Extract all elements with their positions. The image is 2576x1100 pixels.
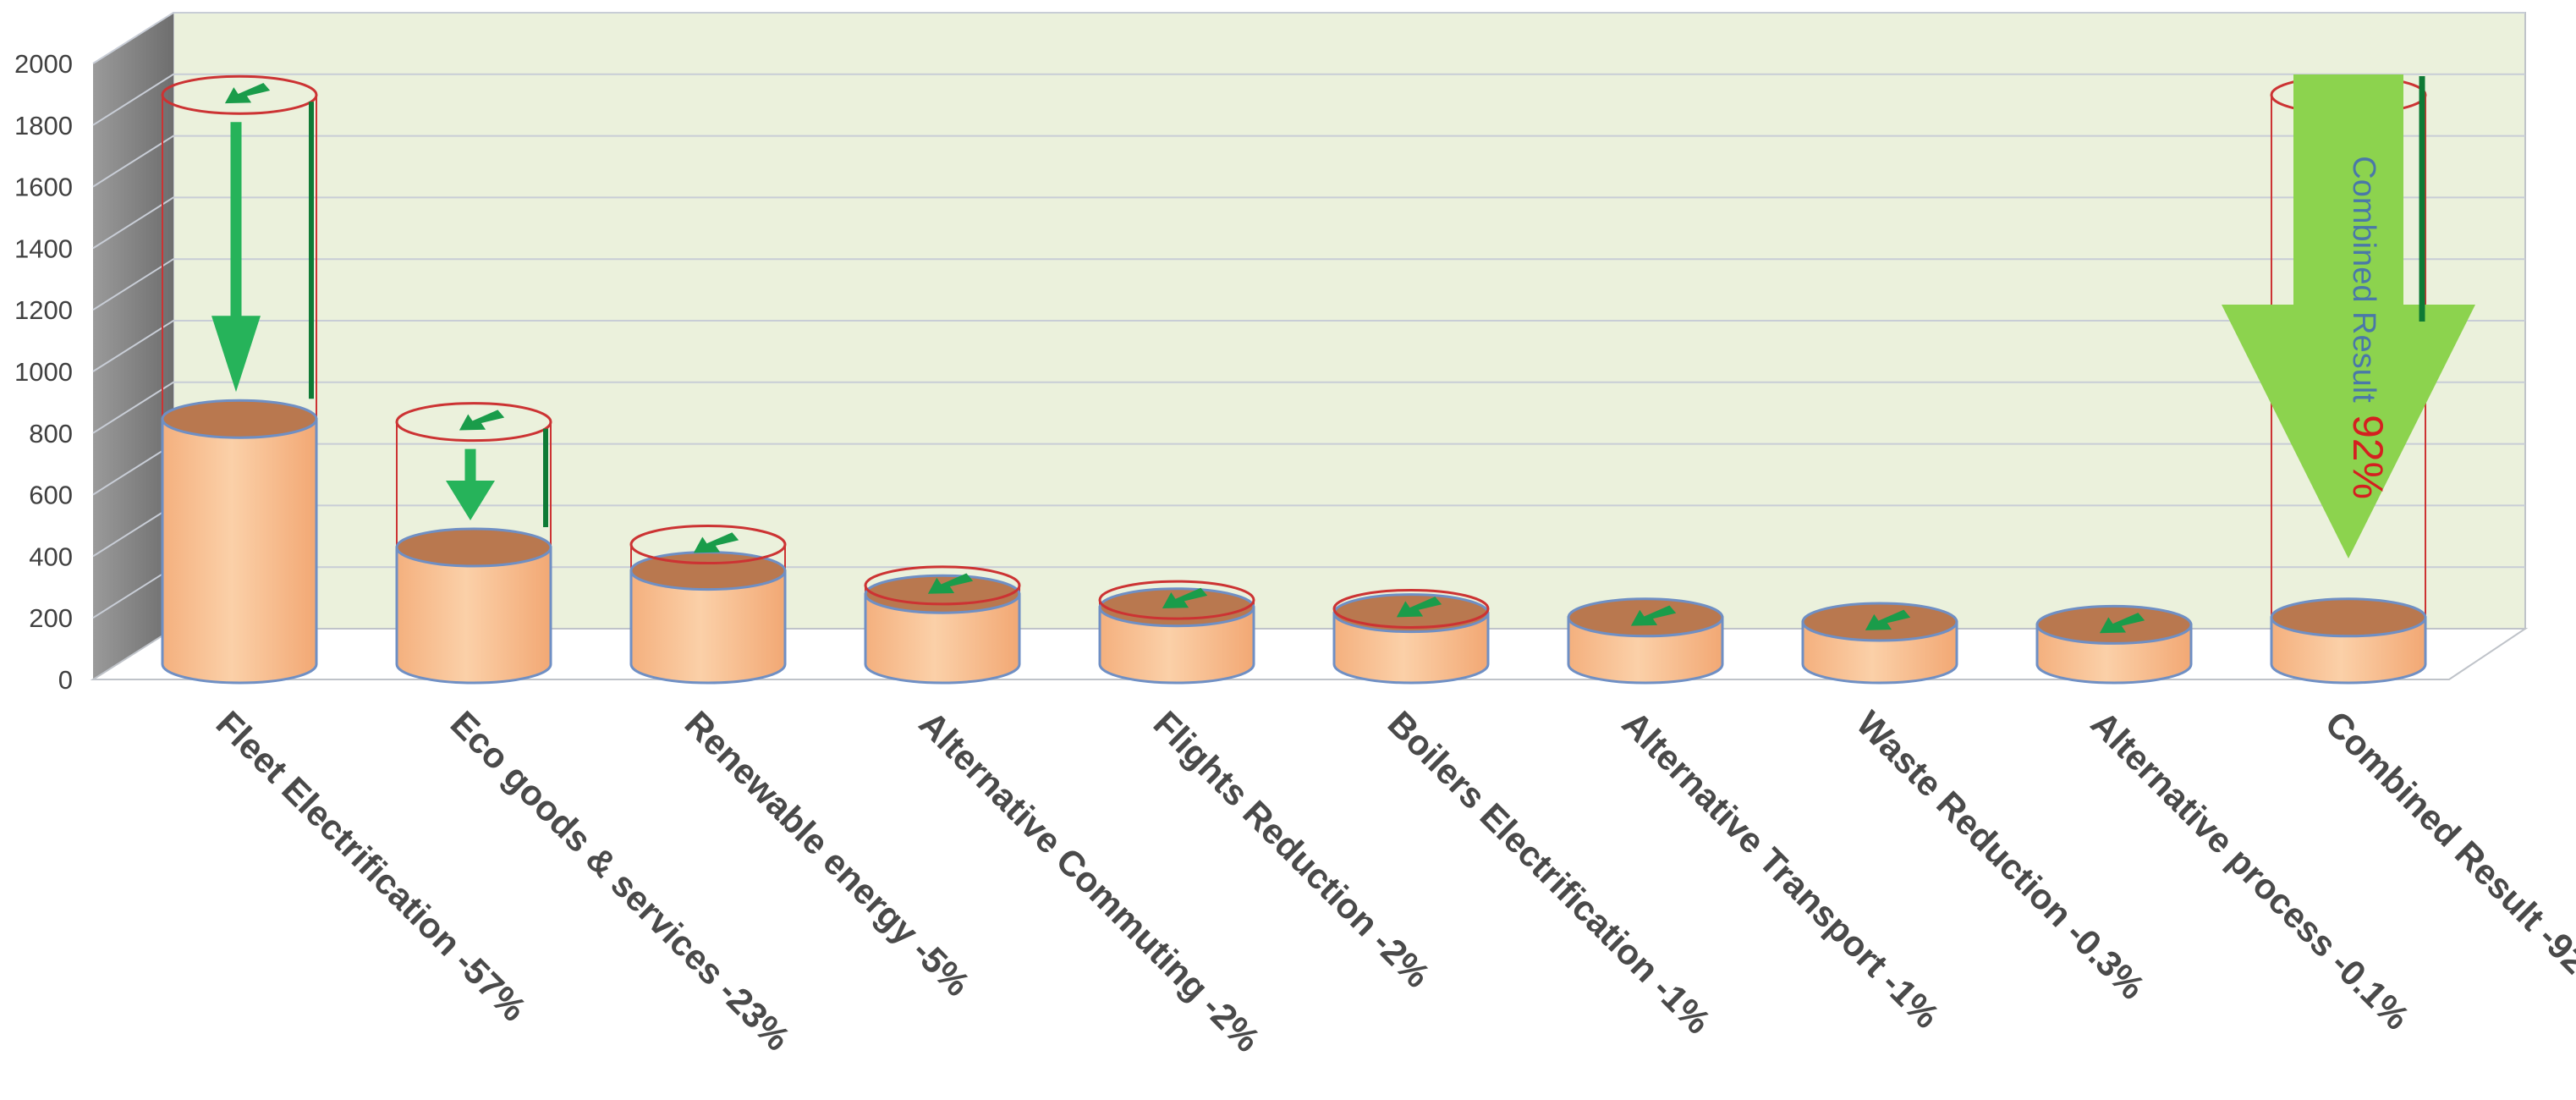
bar-top [161,399,318,439]
bar [395,546,552,685]
gridline [92,12,2525,64]
bar [161,417,318,685]
bar-top [864,574,1021,614]
outline-bar-top [1098,580,1255,620]
combined-result-arrow-icon [2222,74,2475,558]
gridline [92,258,2525,311]
y-tick-label: 2000 [14,49,73,79]
gridline [92,381,2525,434]
bar [864,592,1021,685]
y-tick-label: 400 [29,542,73,571]
y-tick-label: 600 [29,481,73,510]
bar-group [395,402,552,685]
outline-bar-top [1332,588,1490,629]
y-tick-label: 200 [29,603,73,633]
y-tick-label: 1800 [14,111,73,140]
y-tick-label: 0 [58,665,73,695]
bar-group [2035,604,2193,685]
gridline [92,320,2525,372]
bar-group [1567,597,1724,685]
gridline [92,73,2525,126]
category-label: Flights Reduction -2% [1146,703,1438,995]
bar-group [1332,588,1490,685]
gridline [92,196,2525,250]
y-tick-label: 1400 [14,234,73,263]
gridline [92,135,2525,188]
y-tick-label: 1200 [14,295,73,325]
y-tick-label: 1000 [14,357,73,387]
bar [629,569,787,685]
outline-bar-top [864,565,1021,606]
reduction-arrow-icon [693,532,739,553]
bar-group [2270,74,2427,685]
reduction-arrow-icon [2099,613,2145,634]
reduction-arrow-icon [1396,597,1442,618]
reduction-arrow-icon [1162,587,1208,608]
reduction-arrow-icon [927,573,974,594]
outline-bar-top [629,525,787,565]
bar-group [161,74,318,685]
y-tick-label: 800 [29,419,73,448]
bar-top [2270,597,2427,638]
y-tick-label: 1600 [14,173,73,202]
down-arrow-icon [211,122,261,393]
reduction-arrow-icon [1630,605,1677,626]
outline-bar-top [161,74,318,115]
combined-result-percent: 92% [2344,415,2392,499]
bar-group [864,565,1021,685]
bar-group [1098,580,1255,685]
down-arrow-icon [446,448,495,520]
reduction-arrow-icon [459,410,505,431]
bar [1098,606,1255,685]
reduction-arrow-icon [1865,609,1911,630]
reduction-arrow-icon [224,82,271,104]
bar-group [1801,602,1958,685]
bar-group [629,525,787,685]
bar-top [395,527,552,568]
combined-result-label: Combined Result [2346,156,2381,403]
outline-bar-top [395,402,552,443]
